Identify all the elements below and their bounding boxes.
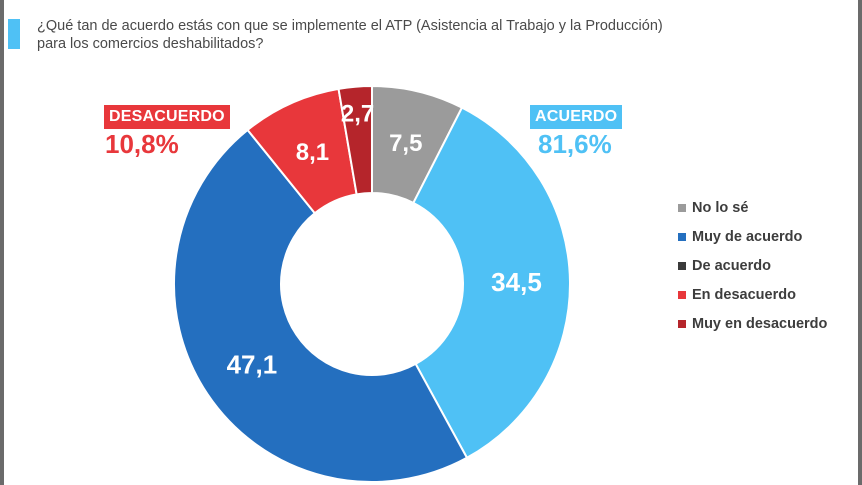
legend-label-0: No lo sé (692, 199, 749, 216)
legend-label-4: Muy en desacuerdo (692, 315, 828, 332)
donut-slice-1 (412, 106, 571, 460)
legend-item-1: Muy de acuerdo (678, 222, 827, 251)
legend-label-2: De acuerdo (692, 257, 771, 274)
chart-title-line-1: ¿Qué tan de acuerdo estás con que se imp… (37, 18, 663, 34)
donut-slice-label-4: 2,7 (341, 101, 374, 128)
frame-right-border (858, 0, 862, 485)
chart-title-line-2: para los comercios deshabilitados? (37, 36, 264, 52)
legend-swatch-1 (678, 232, 686, 241)
legend-item-0: No lo sé (678, 193, 827, 222)
chart-title: ¿Qué tan de acuerdo estás con que se imp… (37, 17, 757, 53)
donut-slice-label-3: 8,1 (296, 139, 329, 166)
chart-legend: No lo sé Muy de acuerdo De acuerdo En desac… (678, 193, 827, 338)
title-accent-bar (8, 19, 20, 49)
disagree-group-total: 10,8% (105, 129, 179, 159)
legend-item-3: En desacuerdo (678, 280, 827, 309)
disagree-group-badge: DESACUERDO (104, 105, 230, 129)
legend-item-4: Muy en desacuerdo (678, 309, 827, 338)
donut-slice-label-2: 47,1 (227, 349, 278, 379)
donut-slice-label-1: 34,5 (491, 267, 542, 297)
agree-group-badge: ACUERDO (530, 105, 623, 129)
legend-swatch-0 (678, 203, 686, 212)
donut-slice-4 (337, 84, 373, 196)
legend-swatch-3 (678, 290, 686, 299)
legend-swatch-2 (678, 261, 686, 270)
donut-slice-label-0: 7,5 (389, 130, 422, 157)
legend-item-2: De acuerdo (678, 251, 827, 280)
agree-group-total: 81,6% (538, 129, 612, 159)
donut-slice-2 (173, 128, 469, 483)
legend-swatch-4 (678, 319, 686, 328)
legend-label-1: Muy de acuerdo (692, 228, 803, 245)
legend-label-3: En desacuerdo (692, 286, 796, 303)
frame-left-border (0, 0, 4, 485)
